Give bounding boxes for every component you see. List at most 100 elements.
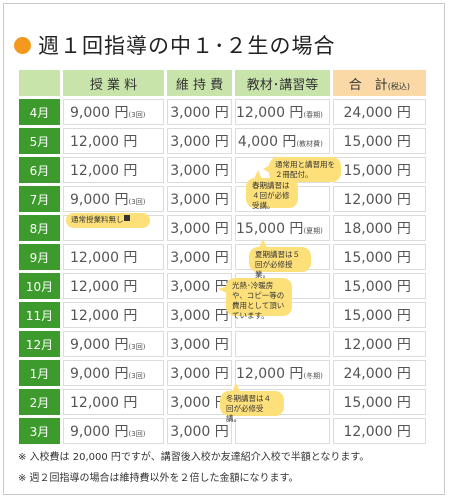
header-maintenance: 維 持 費 xyxy=(167,70,232,96)
month-label: 7月 xyxy=(19,186,60,212)
bubble-winter-course: 冬期講習は４回が必修受講。 xyxy=(220,383,284,423)
table-row: 1月 9,000 円(3回) 3,000 円 12,000 円(冬期) 24,000 円 xyxy=(19,360,426,386)
month-label: 8月 xyxy=(19,215,60,241)
table-row: 4月 9,000 円(3回) 3,000 円 12,000 円(春期) 24,000 円 xyxy=(19,99,426,125)
maintenance-cell: 3,000 円 xyxy=(167,157,232,183)
month-label: 12月 xyxy=(19,331,60,357)
month-label: 1月 xyxy=(19,360,60,386)
tuition-value: 9,000 円 xyxy=(70,105,129,121)
total-cell: 24,000 円 xyxy=(332,99,426,125)
tuition-note: (3回) xyxy=(128,111,146,119)
maintenance-cell: 3,000 円 xyxy=(167,331,232,357)
footnote: ※ 週２回指導の場合は維持費以外を２倍した金額になります。 xyxy=(18,473,299,484)
total-cell: 18,000 円 xyxy=(332,215,426,241)
materials-cell: 4,000 円(教材費) xyxy=(235,128,330,154)
month-label: 9月 xyxy=(19,244,60,270)
month-label: 2月 xyxy=(19,389,60,415)
header-row: 授 業 料 維 持 費 教材･講習等 合 計(税込) xyxy=(19,70,426,96)
materials-note: (春期) xyxy=(303,111,323,119)
page-title: 週１回指導の中１･２生の場合 xyxy=(14,30,336,60)
tuition-cell: 12,000 円 xyxy=(63,302,164,328)
table-row: 3月 9,000 円(3回) 3,000 円 12,000 円 xyxy=(19,418,426,444)
tuition-note: (3回) xyxy=(128,372,146,380)
maintenance-cell: 3,000 円 xyxy=(167,244,232,270)
tuition-value: 12,000 円 xyxy=(70,308,138,324)
tuition-value: 12,000 円 xyxy=(70,134,138,150)
title-text: 週１回指導の中１･２生の場合 xyxy=(38,34,336,58)
materials-cell xyxy=(235,331,330,357)
table-row: 7月 9,000 円(3回) 3,000 円 12,000 円 xyxy=(19,186,426,212)
maintenance-cell: 3,000 円 xyxy=(167,186,232,212)
tuition-note: (3回) xyxy=(128,343,146,351)
table-row: 2月 12,000 円 3,000 円 15,000 円 xyxy=(19,389,426,415)
materials-cell: 12,000 円(春期) xyxy=(235,99,330,125)
month-label: 4月 xyxy=(19,99,60,125)
total-cell: 12,000 円 xyxy=(332,418,426,444)
bullet-dot-icon xyxy=(14,36,31,54)
bubble-utilities: 光熱･冷暖房や、コピー等の費用として頂いています。 xyxy=(218,278,292,320)
maintenance-cell: 3,000 円 xyxy=(167,128,232,154)
tuition-value: 12,000 円 xyxy=(70,163,138,179)
panel-frame xyxy=(3,3,445,495)
tuition-cell: 12,000 円 xyxy=(63,128,164,154)
tuition-cell: 9,000 円(3回) xyxy=(63,418,164,444)
month-label: 3月 xyxy=(19,418,60,444)
tuition-note: (3回) xyxy=(128,198,146,206)
tuition-value: 9,000 円 xyxy=(70,366,129,382)
materials-cell xyxy=(235,418,330,444)
table-row: 12月 9,000 円(3回) 3,000 円 12,000 円 xyxy=(19,331,426,357)
total-cell: 15,000 円 xyxy=(332,244,426,270)
table-row: 5月 12,000 円 3,000 円 4,000 円(教材費) 15,000 円 xyxy=(19,128,426,154)
month-label: 6月 xyxy=(19,157,60,183)
total-cell: 24,000 円 xyxy=(332,360,426,386)
total-cell: 15,000 円 xyxy=(332,389,426,415)
header-materials: 教材･講習等 xyxy=(235,70,330,96)
materials-note: (夏期) xyxy=(303,227,323,235)
bubble-no-tuition-aug: 通常授業料無し xyxy=(66,213,150,228)
tuition-cell: 9,000 円(3回) xyxy=(63,331,164,357)
table-row: 6月 12,000 円 3,000 円 15,000 円 xyxy=(19,157,426,183)
maintenance-cell: 3,000 円 xyxy=(167,273,232,299)
tuition-cell: 12,000 円 xyxy=(63,389,164,415)
month-label: 10月 xyxy=(19,273,60,299)
total-cell: 15,000 円 xyxy=(332,128,426,154)
total-cell: 12,000 円 xyxy=(332,331,426,357)
materials-value: 15,000 円 xyxy=(236,221,304,237)
table-row: 9月 12,000 円 3,000 円 15,000 円 xyxy=(19,244,426,270)
materials-note: (教材費) xyxy=(296,140,323,148)
total-cell: 15,000 円 xyxy=(332,302,426,328)
maintenance-cell: 3,000 円 xyxy=(167,418,232,444)
tuition-cell: 9,000 円(3回) xyxy=(63,360,164,386)
month-label: 5月 xyxy=(19,128,60,154)
footnotes: ※ 入校費は 20,000 円ですが、講習後入校か友達紹介入校で半額となります。… xyxy=(18,447,369,489)
materials-value: 12,000 円 xyxy=(236,105,304,121)
maintenance-cell: 3,000 円 xyxy=(167,99,232,125)
tuition-cell: 9,000 円(3回) xyxy=(63,99,164,125)
total-cell: 12,000 円 xyxy=(332,186,426,212)
table-row: 11月 12,000 円 3,000 円 15,000 円 xyxy=(19,302,426,328)
footnote: ※ 入校費は 20,000 円ですが、講習後入校か友達紹介入校で半額となります。 xyxy=(18,452,370,463)
tuition-value: 12,000 円 xyxy=(70,250,138,266)
maintenance-cell: 3,000 円 xyxy=(167,215,232,241)
bubble-summer-course: 夏期講習は５回が必修授業。 xyxy=(249,239,311,279)
total-cell: 15,000 円 xyxy=(332,157,426,183)
header-tuition: 授 業 料 xyxy=(63,70,164,96)
tuition-value: 12,000 円 xyxy=(70,395,138,411)
fee-table: 授 業 料 維 持 費 教材･講習等 合 計(税込) 4月 9,000 円(3回)… xyxy=(16,67,429,447)
bubble-regular-material: 通常用と講習用を２冊配付。 xyxy=(263,157,341,182)
tuition-cell: 12,000 円 xyxy=(63,244,164,270)
bubble-spring-course: 春期講習は４回が必修受講。 xyxy=(246,170,298,210)
materials-cell: 12,000 円(冬期) xyxy=(235,360,330,386)
materials-note: (冬期) xyxy=(303,372,323,380)
materials-value: 4,000 円 xyxy=(237,134,297,150)
table-row: 8月 3,000 円 15,000 円(夏期) 18,000 円 xyxy=(19,215,426,241)
materials-value: 12,000 円 xyxy=(236,366,304,382)
tuition-cell: 12,000 円 xyxy=(63,273,164,299)
maintenance-cell: 3,000 円 xyxy=(167,360,232,386)
tuition-value: 12,000 円 xyxy=(70,279,138,295)
tuition-value: 9,000 円 xyxy=(70,337,129,353)
header-total-label: 合 計 xyxy=(348,77,388,93)
total-cell: 15,000 円 xyxy=(332,273,426,299)
header-total-note: (税込) xyxy=(387,81,411,91)
month-label: 11月 xyxy=(19,302,60,328)
